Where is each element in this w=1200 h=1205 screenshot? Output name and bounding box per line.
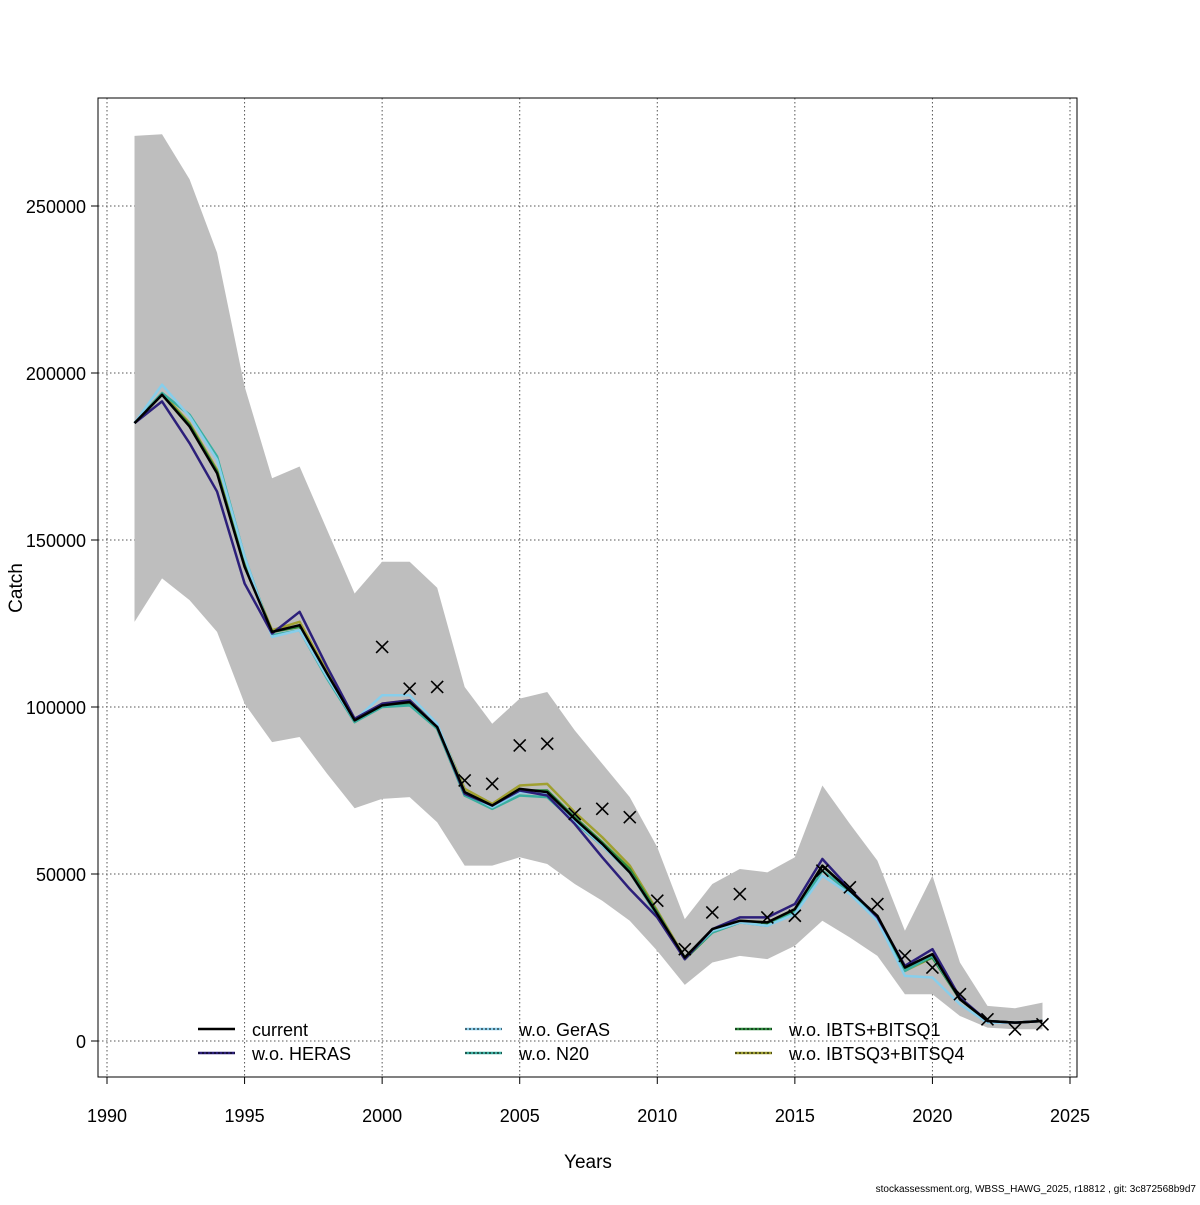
observation-marker xyxy=(788,909,802,923)
y-tick-label: 100000 xyxy=(26,698,86,718)
observation-marker xyxy=(1008,1022,1022,1036)
confidence-band xyxy=(134,134,1043,1030)
legend-label: w.o. N20 xyxy=(518,1044,589,1064)
observations xyxy=(375,640,1050,1036)
axes: 1990 1995 2000 2005 2010 2015 2020 2025 0 50000 10… xyxy=(26,197,1090,1126)
x-tick-label: 2010 xyxy=(637,1106,677,1126)
legend-label: w.o. IBTS+BITSQ1 xyxy=(788,1020,941,1040)
series-lines xyxy=(133,383,1043,1024)
series-line-current xyxy=(133,393,1043,1024)
observation-marker xyxy=(430,680,444,694)
footer-text: stockassessment.org, WBSS_HAWG_2025, r18… xyxy=(876,1184,1197,1195)
y-tick-label: 250000 xyxy=(26,197,86,217)
x-tick-label: 2015 xyxy=(775,1106,815,1126)
observation-marker xyxy=(898,949,912,963)
y-tick-label: 200000 xyxy=(26,364,86,384)
observation-marker xyxy=(513,738,527,752)
x-tick-label: 1990 xyxy=(87,1106,127,1126)
observation-marker xyxy=(403,682,417,696)
observation-marker xyxy=(1035,1017,1050,1031)
confidence-band-area xyxy=(134,134,1043,1030)
observation-marker xyxy=(595,802,609,816)
y-tick-label: 0 xyxy=(76,1032,86,1052)
observation-marker xyxy=(815,864,829,878)
legend: current w.o. HERAS w.o. GerAS w.o. N20 w.o. … xyxy=(198,1020,965,1064)
legend-label: current xyxy=(252,1020,308,1040)
observation-marker xyxy=(458,773,472,788)
observation-marker xyxy=(843,880,857,894)
legend-label: w.o. GerAS xyxy=(518,1020,610,1040)
x-tick-label: 2000 xyxy=(362,1106,402,1126)
y-tick-label: 50000 xyxy=(36,865,86,885)
legend-label: w.o. HERAS xyxy=(251,1044,351,1064)
observation-marker xyxy=(568,807,582,821)
x-tick-label: 1995 xyxy=(225,1106,265,1126)
legend-label: w.o. IBTSQ3+BITSQ4 xyxy=(788,1044,965,1064)
observation-marker xyxy=(760,910,774,924)
observation-marker xyxy=(623,810,637,824)
observation-marker xyxy=(980,1012,995,1026)
observation-marker xyxy=(678,942,692,956)
x-tick-label: 2005 xyxy=(500,1106,540,1126)
y-axis-label: Catch xyxy=(6,563,27,613)
observation-marker xyxy=(733,887,747,901)
observation-marker xyxy=(650,894,664,908)
observation-marker xyxy=(540,737,554,751)
observation-marker xyxy=(375,640,389,654)
observation-marker xyxy=(870,897,884,911)
observation-marker xyxy=(705,905,719,919)
x-tick-label: 2020 xyxy=(912,1106,952,1126)
observation-marker xyxy=(925,960,939,975)
y-tick-label: 150000 xyxy=(26,531,86,551)
observation-marker xyxy=(953,987,967,1001)
x-axis-label: Years xyxy=(564,1152,612,1173)
x-tick-label: 2025 xyxy=(1050,1106,1090,1126)
observation-marker xyxy=(485,777,499,791)
